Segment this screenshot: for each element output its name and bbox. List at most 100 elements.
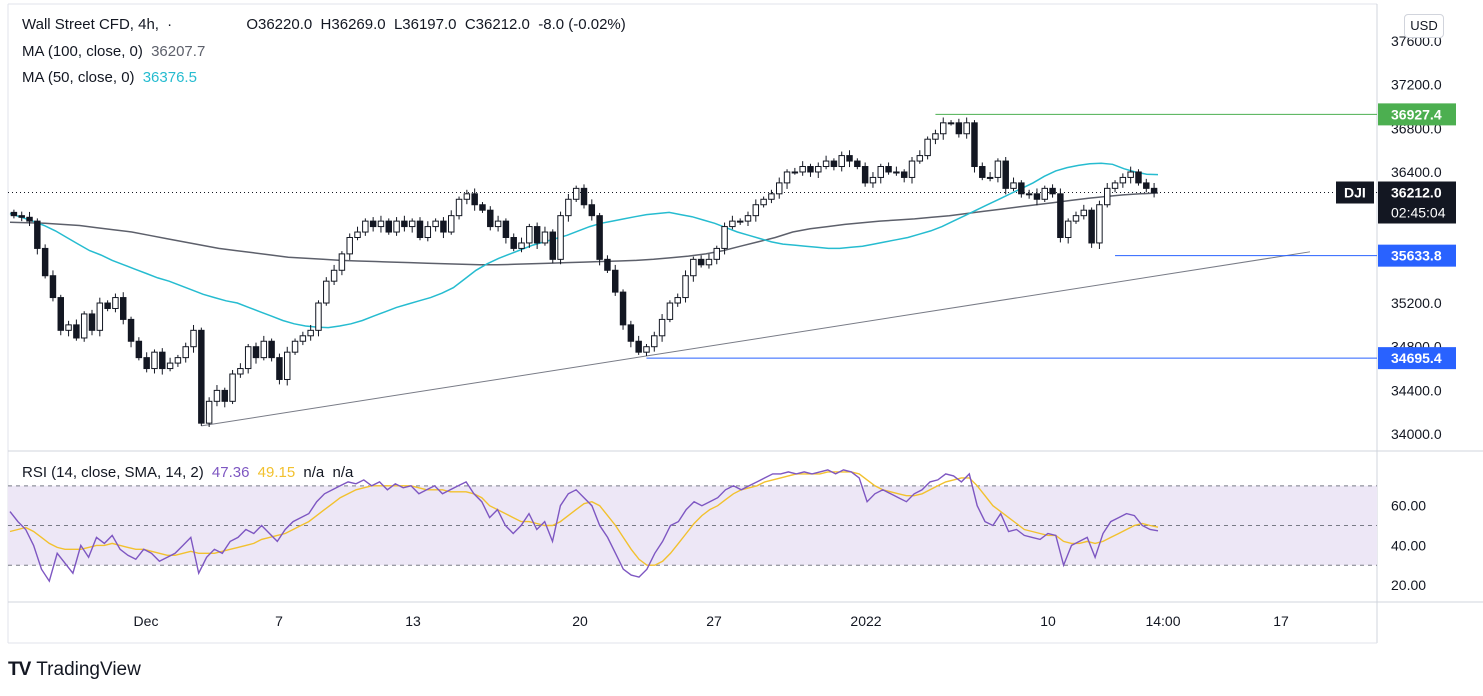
candle-body xyxy=(291,340,299,353)
chart-canvas[interactable]: 37600.037200.036800.036400.035200.034800… xyxy=(0,0,1483,650)
symbol-name[interactable]: Wall Street CFD, 4h, xyxy=(22,16,159,33)
candle-body xyxy=(1018,182,1025,195)
candle-body xyxy=(73,324,80,339)
time-tick-label: 2022 xyxy=(850,613,881,629)
candle-body xyxy=(143,357,150,370)
candle-body xyxy=(736,220,744,223)
candle-body xyxy=(104,302,111,309)
candle-body xyxy=(580,187,588,206)
candle-body xyxy=(448,215,455,233)
candle-body xyxy=(166,362,174,370)
time-tick-label: 10 xyxy=(1040,613,1056,629)
axis-layer: 37600.037200.036800.036400.035200.034800… xyxy=(134,33,1456,629)
chart-container[interactable]: 37600.0 37200.0 36800.0 36400.0 35200.0 34800… xyxy=(0,0,1483,650)
candle-body xyxy=(237,368,244,375)
candle-body xyxy=(565,198,572,217)
currency-button[interactable]: USD xyxy=(1404,14,1444,38)
candle-body xyxy=(1135,171,1142,184)
candle-body xyxy=(604,258,611,271)
candle-body xyxy=(932,133,939,140)
candle-body xyxy=(596,215,603,260)
candle-body xyxy=(377,220,385,228)
candle-body xyxy=(80,313,88,339)
candle-body xyxy=(276,357,283,380)
price-tick-label: 34400.0 xyxy=(1391,382,1442,398)
candle-body xyxy=(10,211,18,217)
candle-body xyxy=(885,166,892,173)
candle-body xyxy=(88,313,96,331)
candle-body xyxy=(815,166,822,173)
candle-body xyxy=(510,237,517,249)
ma100-line xyxy=(9,192,1159,266)
candle-body xyxy=(299,335,307,342)
candle-body xyxy=(986,176,994,179)
rsi-label: RSI (14, close, SMA, 14, 2) xyxy=(22,464,204,481)
candle-body xyxy=(612,269,619,293)
ma100-legend[interactable]: MA (100, close, 0) 36207.7 xyxy=(22,43,209,60)
candle-body xyxy=(315,302,322,331)
candles-layer xyxy=(10,117,1158,427)
candle-body xyxy=(393,220,400,233)
candle-body xyxy=(385,220,392,233)
candle-body xyxy=(284,351,291,380)
candle-body xyxy=(57,297,64,331)
ohlc-values: O36220.0 H36269.0 L36197.0 C36212.0 -8.0… xyxy=(246,16,626,33)
candle-body xyxy=(799,166,806,173)
candle-body xyxy=(330,269,338,282)
candle-body xyxy=(682,275,689,299)
candle-body xyxy=(120,297,127,320)
candle-body xyxy=(729,220,736,228)
level-label: 34695.4 xyxy=(1391,350,1442,366)
candle-body xyxy=(1041,187,1048,200)
rsi-legend[interactable]: RSI (14, close, SMA, 14, 2) 47.36 49.15 … xyxy=(22,464,357,481)
ma50-legend[interactable]: MA (50, close, 0) 36376.5 xyxy=(22,69,201,86)
candle-body xyxy=(690,258,697,277)
candle-body xyxy=(1111,182,1119,189)
candle-body xyxy=(869,176,877,184)
candle-body xyxy=(229,373,236,402)
trend-line xyxy=(201,251,1311,427)
candle-body xyxy=(619,291,627,326)
candle-body xyxy=(190,329,197,348)
candle-body xyxy=(1127,171,1134,178)
candle-body xyxy=(338,253,346,271)
candle-body xyxy=(49,275,57,299)
candle-body xyxy=(205,400,213,424)
price-tick-label: 37200.0 xyxy=(1391,77,1442,93)
candle-body xyxy=(151,351,158,370)
candle-body xyxy=(940,122,947,135)
candle-body xyxy=(908,160,916,178)
candle-body xyxy=(846,155,853,162)
candle-body xyxy=(768,193,775,200)
trendline-layer xyxy=(8,113,1377,427)
candle-body xyxy=(502,220,510,239)
candle-body xyxy=(526,226,533,244)
candle-body xyxy=(651,335,658,348)
level-label-bg xyxy=(1378,347,1456,370)
candle-body xyxy=(440,220,447,233)
candle-body xyxy=(822,160,830,168)
candle-body xyxy=(1104,187,1111,206)
candle-body xyxy=(830,160,838,168)
rsi-ma-line xyxy=(9,471,1159,566)
candle-body xyxy=(471,193,478,206)
rsi-na-values: n/a n/a xyxy=(303,464,354,481)
candle-body xyxy=(541,231,549,244)
candle-body xyxy=(783,171,791,184)
moving-average-layer xyxy=(9,162,1159,329)
level-label-bg xyxy=(1378,103,1456,126)
candle-body xyxy=(182,346,189,359)
candle-body xyxy=(174,357,182,364)
candle-body xyxy=(198,329,205,424)
candle-body xyxy=(994,160,1002,178)
candle-body xyxy=(893,171,900,174)
price-tick-label: 35200.0 xyxy=(1391,295,1442,311)
candle-body xyxy=(1064,220,1072,239)
candle-body xyxy=(1010,182,1017,189)
rsi-tick-label: 20.00 xyxy=(1391,577,1426,593)
tradingview-branding[interactable]: TV TradingView xyxy=(8,656,141,684)
candle-body xyxy=(674,297,681,304)
ma50-line xyxy=(9,162,1159,329)
symbol-legend-row[interactable]: Wall Street CFD, 4h, · O36220.0 H36269.0… xyxy=(22,16,630,33)
candle-body xyxy=(112,297,119,309)
